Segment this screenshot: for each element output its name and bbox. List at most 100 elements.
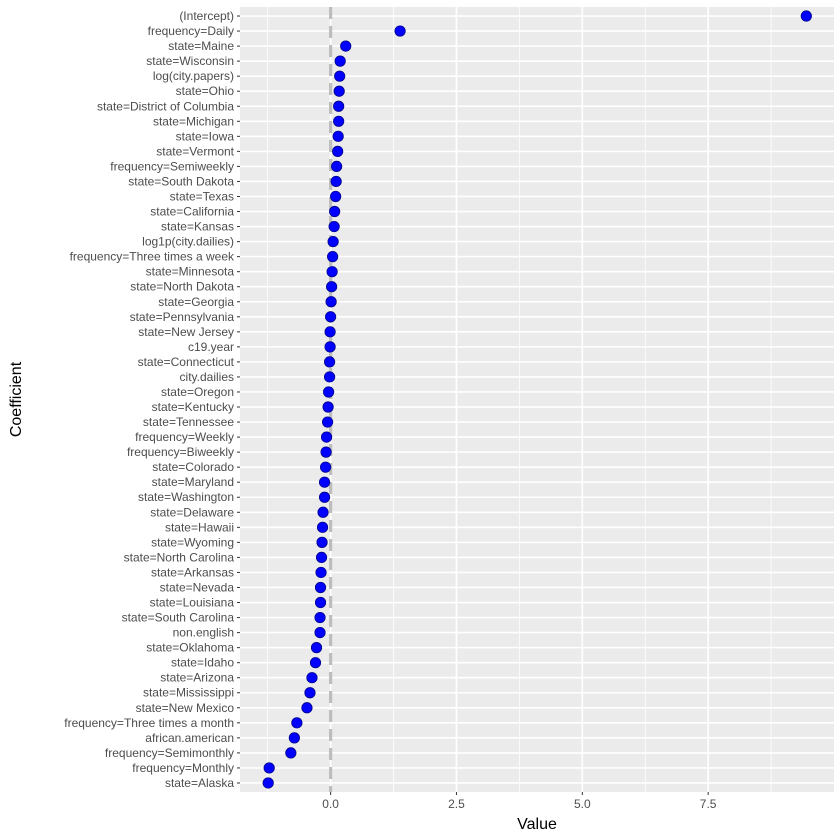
y-tick-label: state=Delaware [150,505,234,519]
y-tick-label: state=Hawaii [165,520,234,534]
y-tick-label: state=Wisconsin [146,54,234,68]
data-point [326,281,338,293]
data-point [333,115,345,127]
data-point [317,506,329,518]
y-tick-label: state=Connecticut [138,355,235,369]
data-point [330,190,342,203]
y-tick-label: log(city.papers) [153,69,234,83]
y-tick-label: state=New Jersey [138,325,234,339]
y-tick-label: state=Minnesota [146,265,235,279]
y-tick-label: state=Maine [168,39,234,53]
data-points [262,10,812,789]
y-tick-label: state=Kansas [161,220,234,234]
data-point [322,386,335,398]
y-tick-label: state=District of Columbia [97,99,234,113]
data-point [310,642,323,654]
y-tick-label: state=South Carolina [122,611,235,625]
data-point [326,266,338,278]
data-point [324,356,336,368]
data-point [330,175,342,188]
data-point [321,416,334,428]
data-point [320,446,332,458]
x-tick-label: 5.0 [574,797,591,811]
data-point [314,581,327,594]
y-tick-label: state=Nevada [160,580,235,594]
y-tick-label: city.dailies [180,370,234,384]
y-tick-label: frequency=Daily [148,24,234,38]
data-point [800,10,812,22]
data-point [334,70,346,82]
data-point [288,732,300,744]
data-point [304,687,316,699]
y-tick-label: state=Arizona [160,671,234,685]
data-point [325,311,337,323]
y-tick-label: state=Ohio [176,84,235,98]
y-tick-label: log1p(city.dailies) [142,235,234,249]
y-tick-label: state=New Mexico [136,701,235,715]
data-point [306,672,318,684]
data-point [334,55,346,67]
y-tick-label: state=Alaska [165,776,234,790]
data-point [318,476,331,488]
data-point [324,341,336,353]
x-axis-title: Value [517,816,557,833]
y-axis-ticks: (Intercept)frequency=Dailystate=Mainesta… [64,9,240,790]
data-point [309,657,322,669]
data-point [318,491,331,503]
y-tick-label: non.english [173,626,234,640]
data-point [324,371,336,383]
y-tick-label: state=North Dakota [130,280,234,294]
y-tick-label: state=Washington [138,490,234,504]
y-tick-label: state=Arkansas [151,565,234,579]
y-tick-label: state=Tennessee [143,415,234,429]
data-point [314,596,327,609]
data-point [314,626,326,639]
data-point [329,205,341,218]
data-point [315,566,327,579]
y-tick-label: state=Mississippi [143,686,234,700]
data-point [263,762,275,774]
major-gridlines [240,7,834,792]
y-tick-label: state=Vermont [156,144,234,158]
y-tick-label: frequency=Semimonthly [105,746,234,760]
x-tick-label: 7.5 [700,797,717,811]
y-tick-label: (Intercept) [179,9,234,23]
data-point [291,717,303,729]
data-point [333,100,345,112]
minor-gridlines [267,7,772,792]
data-point [325,296,337,308]
data-point [328,220,340,233]
y-tick-label: state=Kentucky [152,400,234,414]
y-tick-label: state=North Carolina [124,550,235,564]
y-tick-label: frequency=Weekly [135,430,234,444]
data-point [285,747,297,759]
y-tick-label: frequency=Monthly [132,761,234,775]
data-point [262,777,274,789]
y-tick-label: state=Louisiana [150,596,235,610]
y-tick-label: african.american [145,731,234,745]
data-point [324,326,336,338]
y-tick-label: state=Michigan [153,114,234,128]
y-tick-label: state=Iowa [176,129,235,143]
y-tick-label: state=California [150,205,234,219]
y-tick-label: state=Oklahoma [146,641,234,655]
y-tick-label: c19.year [188,340,234,354]
y-tick-label: state=Colorado [152,460,234,474]
data-point [340,40,352,52]
y-tick-label: state=Wyoming [151,535,234,549]
y-tick-label: state=Georgia [158,295,234,309]
data-point [333,85,345,97]
data-point [316,521,329,533]
y-tick-label: state=Pennsylvania [130,310,235,324]
y-tick-label: frequency=Biweekly [127,445,234,459]
y-tick-label: state=Oregon [161,385,234,399]
x-tick-label: 0.0 [322,797,339,811]
data-point [394,25,406,37]
data-point [332,130,344,142]
data-point [316,536,328,548]
y-tick-label: state=Maryland [152,475,234,489]
data-point [319,461,332,473]
data-point [314,611,326,624]
x-tick-label: 2.5 [448,797,465,811]
